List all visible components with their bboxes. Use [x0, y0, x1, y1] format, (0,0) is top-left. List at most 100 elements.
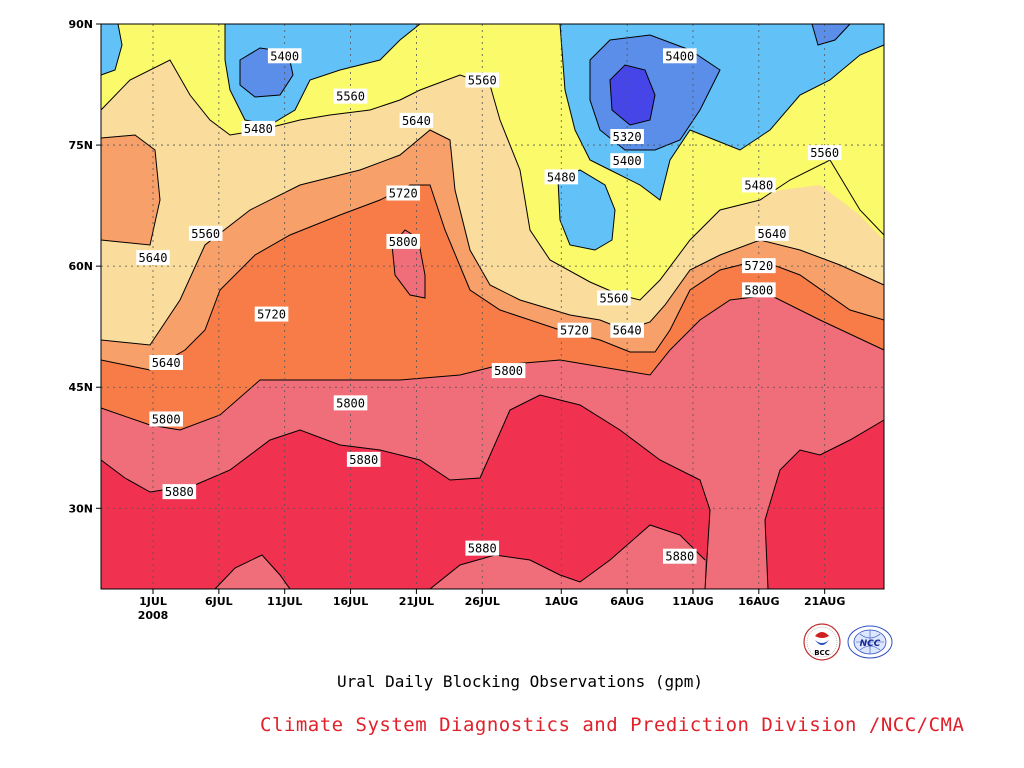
contour-label-bg: [136, 250, 170, 266]
contour-label-bg: [333, 88, 368, 104]
contour-label-text: 5400: [270, 49, 299, 63]
contour-label: 5640: [755, 225, 789, 241]
contour-label-bg: [465, 72, 500, 88]
contour-label: 5640: [149, 355, 183, 370]
contour-labels: 5400 5560 5560 5480 5640 5720 5800 5560 5640 5720…: [136, 48, 842, 564]
contour-label: 5800: [149, 411, 183, 427]
band-5320-5400-ne: [590, 35, 720, 150]
x-tick-label: 26JUL: [465, 595, 500, 608]
y-axis: 30N 45N 60N 75N 90N: [68, 18, 101, 515]
contour-label: 5880: [162, 484, 197, 500]
contour-label-text: 5400: [665, 49, 694, 63]
contour-label-text: 5560: [191, 227, 220, 241]
contour-label: 5640: [399, 112, 434, 128]
contour-label-text: 5800: [336, 396, 365, 410]
contour-label: 5640: [136, 250, 170, 265]
contour-label-text: 5560: [599, 291, 628, 305]
contour-label: 5800: [386, 233, 421, 249]
x-tick-label: 6JUL: [205, 595, 233, 608]
contour-lines: [100, 23, 885, 590]
contour-label-bg: [663, 48, 697, 64]
ncc-logo-text: NCC: [860, 639, 881, 649]
x-tick-label: 11AUG: [672, 595, 713, 608]
contour-label-bg: [807, 145, 842, 161]
contour-label-bg: [188, 225, 223, 241]
contour-label-bg: [162, 484, 197, 500]
contour-label-text: 5800: [389, 235, 418, 249]
contour-label-bg: [557, 322, 592, 338]
plot-frame: [100, 23, 885, 590]
contour-label-text: 5560: [336, 90, 365, 104]
x-tick-label: 21JUL: [399, 595, 434, 608]
contour-label-text: 5640: [758, 227, 787, 241]
contour-label-text: 5720: [389, 187, 418, 201]
contour-label-text: 5560: [810, 146, 839, 160]
grid: [101, 24, 884, 589]
contour-label: 5400: [267, 48, 302, 64]
contour-label-text: 5880: [165, 485, 194, 499]
contour-label: 5800: [742, 282, 776, 298]
contour-label-bg: [254, 306, 289, 322]
contour-label: 5560: [188, 225, 223, 241]
contour-label: 5800: [333, 395, 368, 411]
x-year-label: 2008: [138, 609, 169, 622]
contour-label-bg: [742, 258, 776, 274]
x-tick-label: 6AUG: [610, 595, 644, 608]
band-5640-5720-west: [101, 135, 160, 245]
band-5800-5880-pocket-a: [215, 555, 290, 589]
contour-label: 5720: [254, 306, 289, 322]
contour-label: 5880: [465, 540, 500, 556]
contour-label: 5560: [333, 88, 368, 104]
contour-label-bg: [149, 355, 183, 370]
ncc-logo: NCC: [847, 625, 893, 659]
contour-label-bg: [742, 282, 776, 298]
bcc-logo: BCC: [803, 623, 841, 661]
contour-label-bg: [241, 120, 276, 136]
contour-label-bg: [491, 363, 526, 379]
contour-label-text: 5480: [744, 178, 773, 192]
contour-label-text: 5800: [494, 364, 523, 378]
contour-label: 5880: [663, 548, 697, 564]
contour-label: 5480: [544, 169, 579, 185]
x-tick-label: 1JUL: [139, 595, 167, 608]
contour-label-bg: [267, 48, 302, 64]
contour-label: 5560: [465, 72, 500, 88]
contour-label-bg: [386, 185, 421, 201]
contour-label-text: 5800: [152, 413, 181, 427]
x-tick-label: 1AUG: [544, 595, 578, 608]
chart-caption: Ural Daily Blocking Observations (gpm): [336, 672, 704, 691]
contour-label-text: 5800: [744, 283, 773, 297]
contour-label: 5400: [663, 48, 697, 64]
contour-label-text: 5640: [139, 251, 168, 265]
contour-label: 5720: [557, 322, 592, 338]
contour-label: 5320: [610, 129, 644, 144]
band-5800-5880-pocket-b: [430, 525, 705, 589]
band-5400-5480-isle: [558, 170, 615, 250]
contour-label: 5400: [610, 153, 644, 169]
contour-label-text: 5480: [244, 122, 273, 136]
contour-label-text: 5880: [468, 542, 497, 556]
contour-label-bg: [346, 451, 381, 467]
contour-label-text: 5720: [560, 324, 589, 338]
band-below-5320: [610, 65, 655, 125]
contour-label-bg: [544, 169, 579, 185]
contour-label-bg: [742, 177, 776, 193]
contour-label-text: 5400: [613, 154, 642, 168]
contour-label-bg: [755, 225, 789, 241]
x-tick-label: 16AUG: [738, 595, 779, 608]
contour-label-bg: [610, 153, 644, 169]
contour-label-bg: [465, 540, 500, 556]
x-tick-label: 16JUL: [333, 595, 368, 608]
contour-label-text: 5480: [547, 170, 576, 184]
band-above-5880: [101, 395, 710, 589]
contour-label-bg: [399, 112, 434, 128]
x-tick-label: 21AUG: [804, 595, 845, 608]
contour-label-bg: [597, 290, 631, 306]
contour-label-text: 5560: [468, 74, 497, 88]
contour-label-text: 5720: [257, 308, 286, 322]
contour-label-text: 5640: [613, 324, 642, 338]
bcc-logo-text: BCC: [814, 649, 830, 657]
contour-label-text: 5720: [744, 259, 773, 273]
contour-label: 5640: [610, 322, 644, 338]
